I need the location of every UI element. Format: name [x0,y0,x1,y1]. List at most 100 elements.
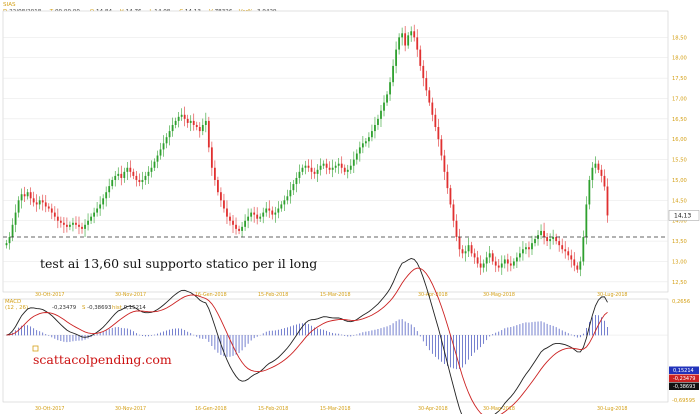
price-x-tick: 30-Apr-2018 [418,292,448,298]
candle-body [579,261,582,270]
candle-body [207,120,210,148]
macd-x-tick: 30-Lug-2018 [597,406,627,412]
candle-body [434,114,437,128]
signal-line [6,267,608,414]
candle-body [259,216,262,219]
candle-body [105,192,108,199]
candle-body [522,249,524,254]
candle-body [331,167,334,170]
candle-body [192,120,195,125]
candle-body [153,161,156,168]
candle-body [72,222,74,225]
candle-body [32,198,35,203]
candle-body [289,190,292,197]
candle-body [250,212,253,217]
symbol-label: SIAS [3,2,16,8]
candle-body [334,165,337,168]
candle-body [446,171,449,189]
candle-body [204,120,207,125]
macd-x-tick: 15-Feb-2018 [258,406,288,412]
candle-body [286,196,289,201]
candle-body [606,186,609,216]
candle-body [213,167,216,180]
candle-body [509,263,512,266]
candle-body [195,124,198,128]
candle-body [440,139,443,156]
candle-body [506,259,509,264]
candle-body [380,110,382,119]
candle-body [413,31,416,38]
candle-body [377,118,379,125]
candle-body [38,200,41,205]
macd-params: (12 , 26) [5,305,28,311]
price-y-tick: 13,50 [672,239,687,245]
candle-body [20,194,23,201]
macd-y-tick: -0,69595 [672,398,695,404]
candle-body [147,171,150,176]
candle-body [99,204,102,209]
candle-body [325,163,328,168]
macd-panel: MACD(12 , 26) -0,23479 S -0,38693 hist 0,15… [2,258,699,414]
candle-body [159,149,162,156]
candle-body [126,167,129,172]
candle-body [66,224,68,227]
candle-body [485,257,488,264]
candle-body [304,165,307,168]
candle-body [44,202,47,207]
candle-body [292,184,295,191]
candle-body [23,194,26,197]
candle-body [5,243,8,246]
candle-body [165,137,168,144]
last-price-value: 14,13 [674,212,691,219]
candle-body [217,179,219,193]
candle-body [410,31,413,36]
candle-body [368,137,370,142]
candle-body [467,245,470,252]
price-x-tick: 30-Lug-2018 [597,292,627,298]
candle-body [374,124,376,132]
candle-body [340,163,343,168]
price-gridlines [3,37,668,283]
candle-body [111,179,114,187]
price-y-tick: 14,00 [672,219,687,225]
candle-body [576,265,579,270]
candle-body [386,94,388,103]
candle-body [162,143,165,150]
candle-body [81,226,83,229]
candle-body [552,237,555,240]
candle-body [470,245,473,254]
candle-body [14,212,17,225]
candle-body [570,255,573,260]
candle-body [117,173,120,176]
candle-body [383,102,385,111]
candle-body [84,224,86,229]
candle-body [585,204,588,238]
price-y-tick: 18,00 [672,56,687,62]
candle-body [428,90,431,103]
candle-body [29,192,32,199]
annotation-text: test ai 13,60 sul supporto statico per i… [40,256,317,271]
price-y-tick: 12,50 [672,280,687,286]
candle-body [540,230,542,235]
macd-badge-value: -0,38693 [673,384,695,390]
price-y-tick: 15,50 [672,158,687,164]
macd-name: MACD [5,299,21,305]
candle-body [241,226,243,231]
candle-body [8,237,11,244]
macd-x-tick: 30-Apr-2018 [418,406,448,412]
candle-body [425,78,428,91]
candle-body [588,179,591,205]
candle-body [93,212,95,217]
candle-body [50,208,53,213]
candle-body [11,224,14,238]
price-y-tick: 16,50 [672,117,687,123]
candle-body [310,167,313,172]
candle-body [102,198,105,205]
watermark-text: scattacolpending.com [33,352,172,367]
candle-body [555,237,558,242]
price-y-tick: 17,00 [672,96,687,102]
candle-body [114,175,117,180]
candle-body [247,216,250,221]
candle-body [186,118,189,123]
price-y-tick: 18,50 [672,35,687,41]
